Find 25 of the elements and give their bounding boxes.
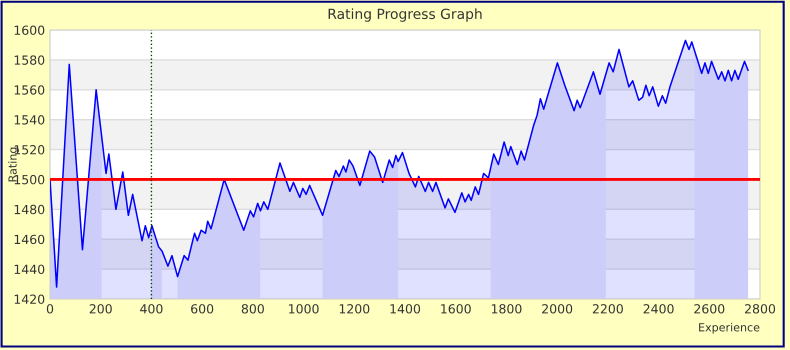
x-axis-title: Experience xyxy=(699,322,760,334)
x-tick-label: 400 xyxy=(140,304,163,314)
x-tick-label: 2800 xyxy=(745,304,776,314)
x-tick-label: 200 xyxy=(90,304,112,314)
x-tick-label: 1000 xyxy=(289,304,319,314)
x-tick-label: 0 xyxy=(46,304,54,314)
y-tick-label: 1480 xyxy=(14,204,44,214)
x-tick-label: 1200 xyxy=(340,304,370,314)
x-tick-label: 2600 xyxy=(694,304,724,314)
y-tick-label: 1440 xyxy=(14,264,44,274)
y-tick-label: 1560 xyxy=(14,85,44,95)
x-tick-label: 600 xyxy=(191,304,214,314)
x-tick-label: 800 xyxy=(242,304,264,314)
x-tick-label: 2400 xyxy=(644,304,674,314)
x-tick-label: 2000 xyxy=(542,304,572,314)
y-tick-label: 1420 xyxy=(14,294,44,304)
y-tick-label: 1460 xyxy=(14,234,44,244)
x-tick-label: 1800 xyxy=(492,304,522,314)
x-tick-label: 2200 xyxy=(592,304,623,314)
y-tick-label: 1580 xyxy=(14,55,44,65)
chart-title: Rating Progress Graph xyxy=(328,8,482,22)
y-tick-label: 1540 xyxy=(14,115,44,125)
y-tick-label: 1600 xyxy=(14,25,44,35)
x-tick-label: 1600 xyxy=(441,304,471,314)
x-tick-label: 1400 xyxy=(390,304,420,314)
